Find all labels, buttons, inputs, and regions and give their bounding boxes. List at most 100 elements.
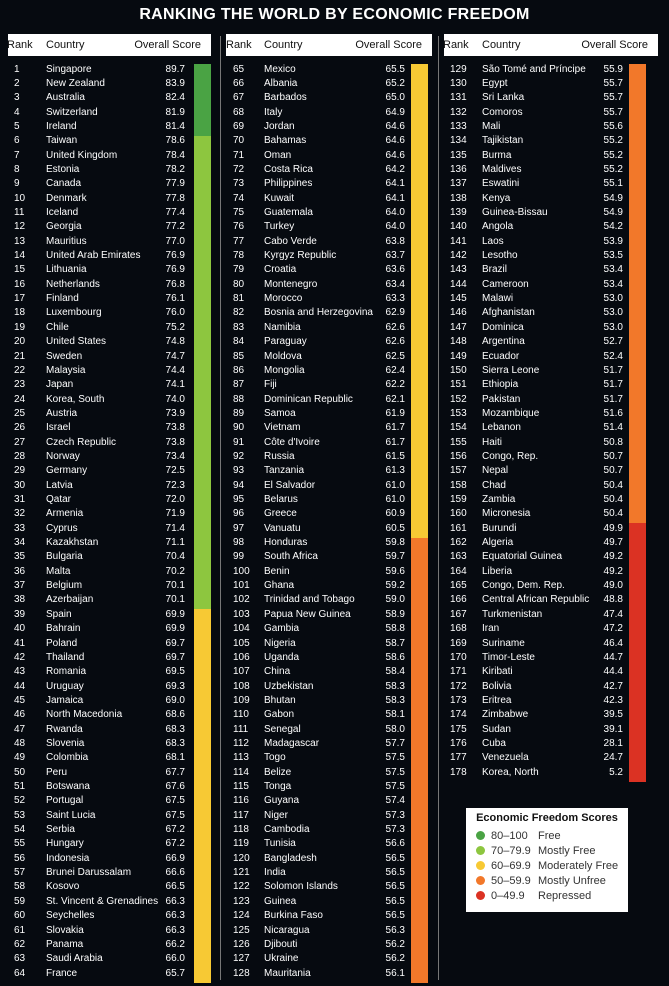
- score-bar-segment: [629, 738, 646, 753]
- score-cell: 58.3: [385, 680, 405, 692]
- rank-cell: 59: [14, 895, 26, 907]
- score-cell: 66.3: [165, 910, 185, 922]
- score-cell: 63.3: [385, 293, 405, 305]
- country-cell: United Arab Emirates: [46, 250, 141, 262]
- score-bar-segment: [411, 724, 428, 739]
- rank-cell: 60: [14, 910, 26, 922]
- score-bar-segment: [411, 351, 428, 366]
- country-cell: Nicaragua: [264, 924, 310, 936]
- country-cell: Portugal: [46, 795, 84, 807]
- country-cell: Bolivia: [482, 680, 512, 692]
- country-cell: Qatar: [46, 494, 72, 505]
- country-cell: Bulgaria: [46, 551, 83, 563]
- score-bar-segment: [194, 121, 211, 136]
- score-bar-segment: [411, 465, 428, 481]
- country-cell: Dominican Republic: [264, 393, 353, 405]
- rank-cell: 26: [14, 422, 26, 434]
- rank-cell: 135: [450, 149, 467, 161]
- score-cell: 60.9: [385, 508, 405, 520]
- country-cell: United States: [46, 336, 107, 348]
- rank-cell: 113: [233, 752, 249, 764]
- rank-cell: 46: [14, 709, 26, 721]
- rank-cell: 39: [14, 608, 26, 620]
- score-cell: 51.4: [603, 422, 623, 434]
- score-cell: 70.1: [165, 594, 185, 606]
- country-cell: Eritrea: [482, 694, 512, 706]
- score-bar-segment: [629, 681, 646, 696]
- country-cell: Mozambique: [482, 407, 540, 419]
- score-bar-segment: [411, 537, 428, 553]
- score-cell: 51.7: [603, 393, 623, 405]
- rank-cell: 143: [450, 264, 467, 276]
- score-bar-segment: [629, 695, 646, 710]
- rank-cell: 165: [450, 580, 467, 592]
- score-cell: 56.1: [385, 967, 405, 979]
- legend-item-free: 80–100 Free: [476, 830, 561, 842]
- score-cell: 67.6: [165, 781, 185, 792]
- score-bar-segment: [194, 939, 211, 954]
- country-cell: Timor-Leste: [482, 651, 535, 663]
- score-cell: 64.1: [385, 178, 405, 190]
- score-bar-segment: [194, 135, 211, 151]
- score-bar-segment: [194, 322, 211, 337]
- score-bar-segment: [411, 78, 428, 93]
- score-bar-segment: [629, 379, 646, 395]
- rank-cell: 80: [233, 278, 245, 290]
- country-cell: Chile: [46, 321, 69, 333]
- rank-cell: 177: [450, 752, 467, 764]
- rank-cell: 38: [14, 594, 26, 606]
- rank-cell: 164: [450, 565, 467, 577]
- rank-cell: 34: [14, 537, 26, 549]
- score-bar-segment: [194, 379, 211, 395]
- score-cell: 73.8: [165, 436, 185, 448]
- country-cell: Suriname: [482, 637, 525, 649]
- country-cell: Brazil: [482, 264, 508, 276]
- score-cell: 65.5: [385, 63, 405, 75]
- score-cell: 74.1: [165, 379, 185, 391]
- score-cell: 65.7: [165, 967, 185, 979]
- score-bar-segment: [629, 394, 646, 409]
- country-cell: Greece: [264, 508, 297, 520]
- score-bar-segment: [411, 939, 428, 954]
- header-score: Overall Score: [581, 39, 648, 51]
- country-cell: Slovakia: [46, 924, 84, 936]
- rank-cell: 83: [233, 321, 245, 333]
- score-cell: 56.6: [385, 838, 405, 850]
- country-cell: Djibouti: [264, 938, 298, 950]
- score-bar-segment: [194, 824, 211, 840]
- country-cell: Comoros: [482, 106, 523, 118]
- rank-cell: 61: [14, 924, 26, 936]
- score-cell: 64.6: [385, 120, 405, 132]
- country-cell: Haiti: [482, 436, 503, 448]
- score-bar-segment: [411, 968, 428, 983]
- rank-cell: 126: [233, 938, 250, 950]
- score-bar-segment: [411, 236, 428, 251]
- score-cell: 72.5: [165, 465, 185, 477]
- country-cell: Tanzania: [264, 465, 305, 477]
- rank-cell: 68: [233, 106, 245, 118]
- score-bar-segment: [194, 953, 211, 969]
- country-cell: Tunisia: [264, 838, 296, 850]
- country-cell: Ecuador: [482, 350, 520, 362]
- score-cell: 50.7: [603, 450, 623, 462]
- score-bar-segment: [629, 752, 646, 768]
- header-score: Overall Score: [134, 39, 201, 51]
- rank-cell: 88: [233, 393, 245, 405]
- country-cell: Romania: [46, 666, 87, 678]
- rank-cell: 141: [450, 235, 467, 247]
- legend-item-repressed: 0–49.9 Repressed: [476, 890, 591, 902]
- legend-label: Free: [538, 830, 561, 842]
- country-cell: Spain: [46, 608, 72, 620]
- score-cell: 65.0: [385, 92, 405, 104]
- country-cell: Uganda: [264, 651, 300, 663]
- country-cell: Honduras: [264, 537, 308, 549]
- score-bar-segment: [194, 408, 211, 423]
- rank-cell: 15: [14, 264, 26, 276]
- country-cell: Central African Republic: [482, 594, 590, 606]
- country-cell: Jamaica: [46, 694, 84, 706]
- country-cell: North Macedonia: [46, 709, 123, 721]
- country-cell: Vietnam: [264, 422, 301, 434]
- rank-cell: 123: [233, 895, 250, 907]
- country-cell: El Salvador: [264, 479, 316, 491]
- score-bar-segment: [194, 781, 211, 797]
